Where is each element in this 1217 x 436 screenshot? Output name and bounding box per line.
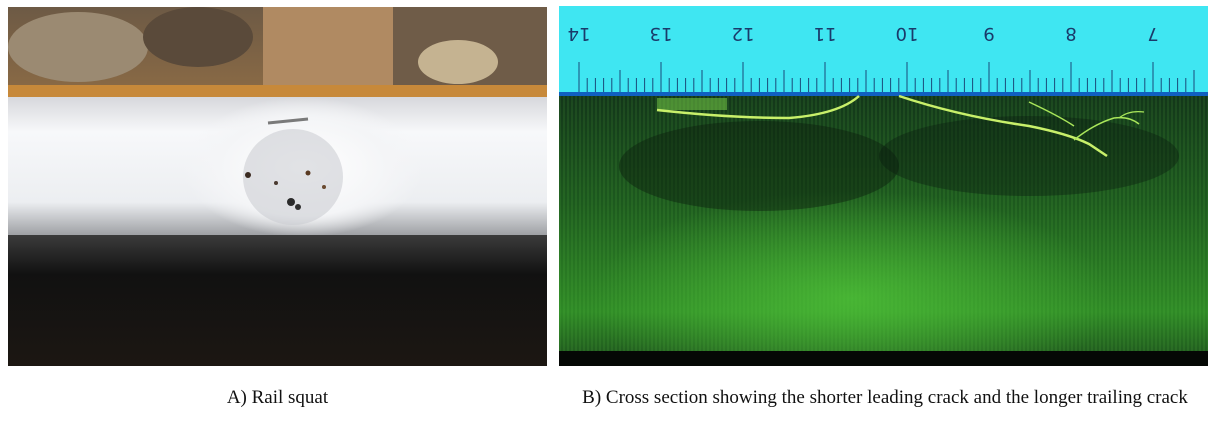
ruler-label: 12 [732,23,755,44]
ruler-label: 9 [983,23,994,44]
leading-crack [656,95,860,120]
rail-cross-section-photo: 14 13 12 11 10 9 8 7 [559,6,1208,366]
ruler-label: 13 [650,23,673,44]
rail-squat-photo [8,7,547,366]
caption-cross-section: B) Cross section showing the shorter lea… [582,387,1188,408]
ruler-label: 11 [814,23,837,44]
caption-rail-squat: A) Rail squat [226,387,329,408]
ruler-ticks [578,62,1195,92]
ruler-label: 7 [1147,23,1158,44]
ruler-label: 14 [568,23,591,44]
ruler-labels: 14 13 12 11 10 9 8 7 [568,23,1159,44]
rail-squat-image [8,7,547,366]
cross-section-image: 14 13 12 11 10 9 8 7 [559,6,1208,366]
ruler-label: 10 [896,23,919,44]
ruler-label: 8 [1065,23,1076,44]
